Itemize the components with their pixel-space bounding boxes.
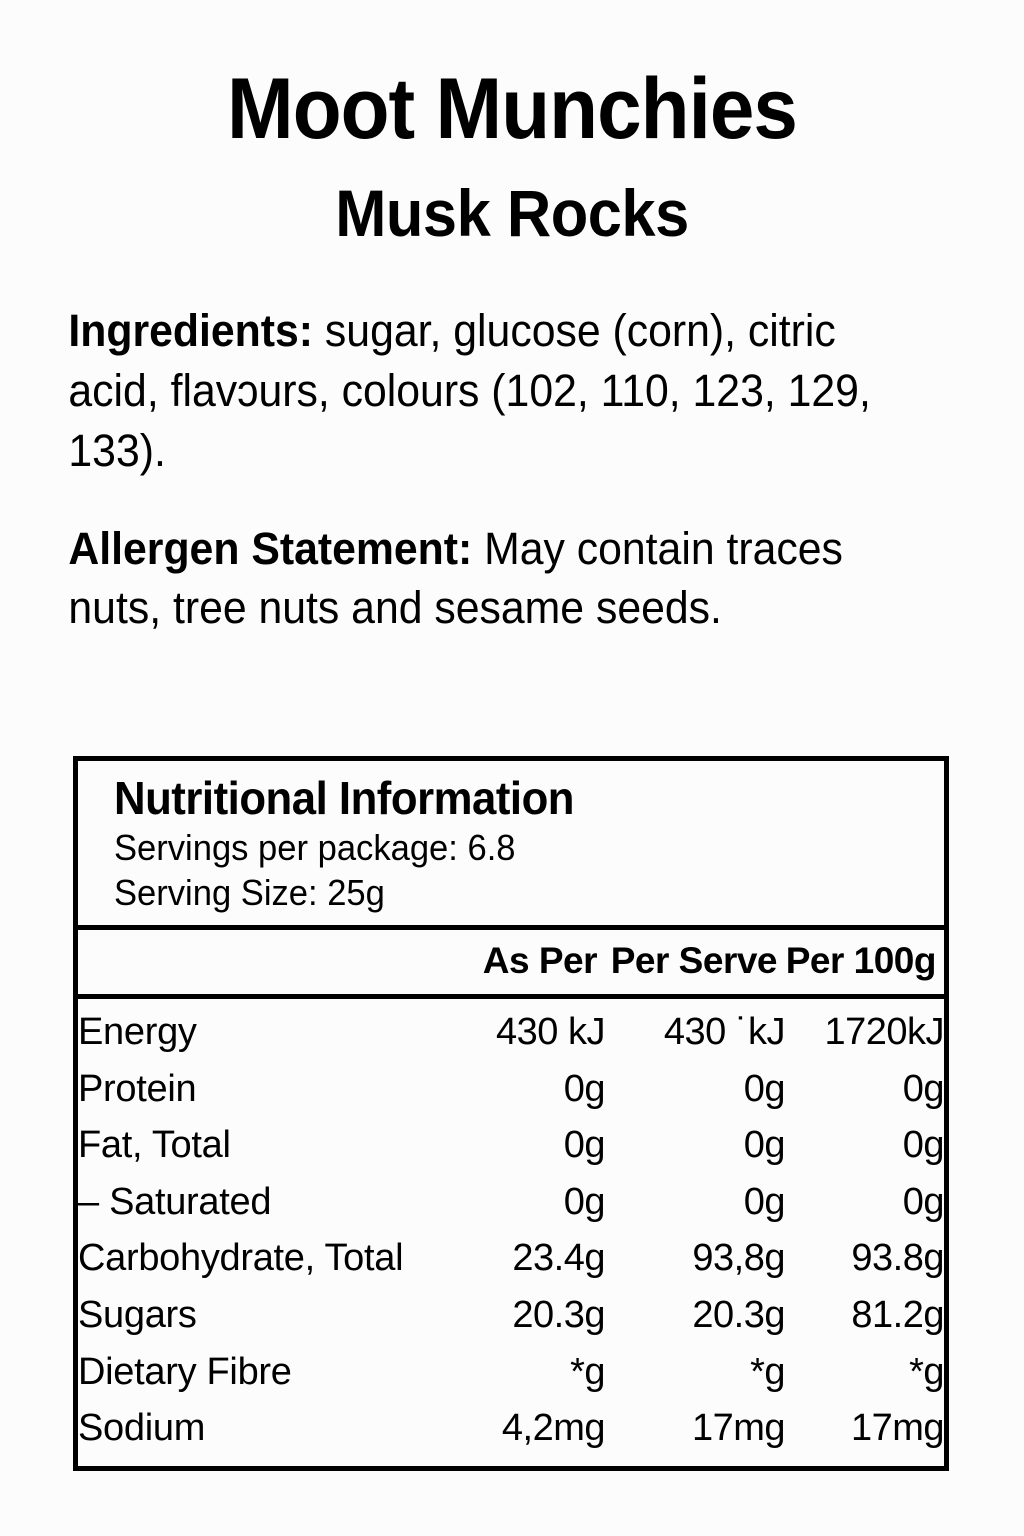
nutrition-table-head: As Per Per Serve Per 100g [78,930,944,1000]
column-header-nutrient [78,930,423,1000]
table-row: Carbohydrate, Total 23.4g 93,8g 93.8g [78,1230,945,1287]
row-value-per-100g: 93.8g [851,1237,944,1280]
row-value-per-100g: *g [909,1350,944,1393]
row-label: Sugars [78,1293,197,1336]
table-row: Fat, Total 0g 0g 0g [78,1117,945,1174]
row-value-per-serve: 0g [743,1067,786,1110]
row-value-as-per: 0g [563,1067,606,1110]
table-row: Sugars 20.3g 20.3g 81.2g [78,1287,945,1344]
row-value-as-per: 20.3g [512,1293,605,1336]
table-row: Energy 430 kJ 430 ˙kJ 1720kJ [78,997,945,1061]
row-value-per-100g: 0g [902,1124,945,1167]
nutrition-table: As Per Per Serve Per 100g Energy 430 kJ … [78,930,945,1466]
nutrition-panel-header: Nutritional Information Servings per pac… [78,761,944,931]
table-header-row: As Per Per Serve Per 100g [78,930,944,1000]
row-label: Sodium [78,1407,206,1450]
row-value-per-serve: 430 ˙kJ [663,1011,786,1054]
row-label: Protein [78,1067,197,1110]
column-header-per-100g: Per 100g [785,930,944,1000]
brand-title: Moot Munchies [227,61,798,157]
row-value-as-per: 0g [563,1180,606,1223]
row-value-per-100g: 81.2g [851,1293,944,1336]
row-value-as-per: 4,2mg [501,1407,606,1450]
row-value-per-100g: 1720kJ [824,1011,944,1054]
ingredients-label: Ingredients: [68,305,314,356]
row-label: Fat, Total [78,1124,231,1167]
table-row: Sodium 4,2mg 17mg 17mg [78,1400,945,1466]
column-header-per-serve: Per Serve [605,930,785,1000]
row-value-per-100g: 17mg [850,1407,945,1450]
row-value-per-100g: 0g [902,1180,945,1223]
row-value-as-per: 430 kJ [496,1011,605,1054]
row-label: Carbohydrate, Total [78,1237,404,1280]
ingredients-text: sugar, glucose (corn), citric acid, flav… [68,305,871,476]
product-title: Musk Rocks [335,176,689,250]
row-value-as-per: 0g [563,1124,606,1167]
row-value-per-serve: 17mg [691,1407,786,1450]
row-value-per-serve: 20.3g [692,1293,785,1336]
row-value-per-serve: 0g [743,1124,786,1167]
row-value-as-per: *g [570,1350,605,1393]
table-row: Dietary Fibre *g *g *g [78,1344,945,1401]
row-value-as-per: 23.4g [512,1237,605,1280]
row-value-per-serve: 0g [743,1180,786,1223]
row-value-per-serve: 93,8g [692,1237,785,1280]
allergen-text: May contain traces nuts, tree nuts and s… [68,522,843,634]
table-row: – Saturated 0g 0g 0g [78,1174,945,1231]
row-label: Energy [78,1011,197,1054]
serving-size: Serving Size: 25g [114,871,385,913]
allergen-paragraph: Allergen Statement: May contain traces n… [0,481,973,639]
ingredients-paragraph: Ingredients: sugar, glucose (corn), citr… [0,246,973,481]
allergen-label: Allergen Statement: [68,522,473,574]
table-row: Protein 0g 0g 0g [78,1061,945,1118]
row-value-per-100g: 0g [902,1067,945,1110]
nutrition-panel-title: Nutritional Information [114,772,575,824]
row-value-per-serve: *g [750,1350,785,1393]
row-label: – Saturated [78,1180,272,1223]
nutrition-information-panel: Nutritional Information Servings per pac… [73,756,949,1471]
column-header-as-per: As Per [423,930,605,1000]
nutrition-table-body: Energy 430 kJ 430 ˙kJ 1720kJ Protein 0g … [78,997,945,1466]
servings-per-package: Servings per package: 6.8 [114,826,516,868]
row-label: Dietary Fibre [78,1350,292,1393]
